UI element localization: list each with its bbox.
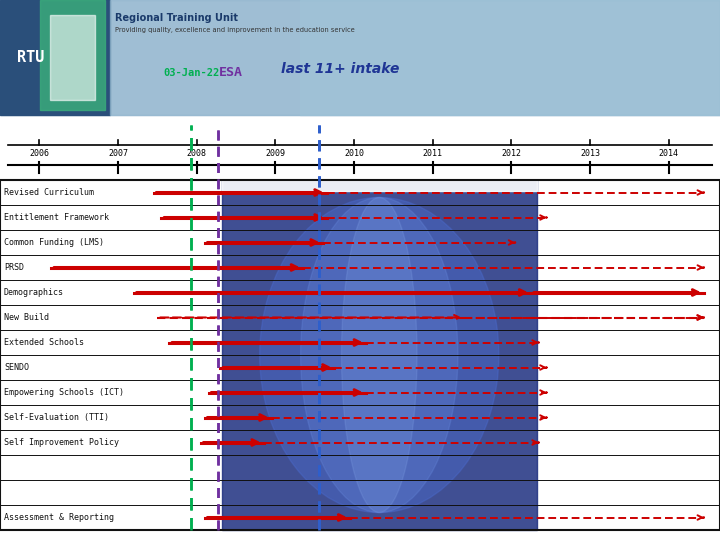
Text: New Build: New Build [4, 313, 49, 322]
Text: Demographics: Demographics [4, 288, 64, 297]
Ellipse shape [341, 198, 417, 512]
Text: Regional Training Unit: Regional Training Unit [115, 13, 238, 23]
Text: last 11+ intake: last 11+ intake [282, 62, 400, 76]
Bar [40, 0, 105, 110]
Text: ESA: ESA [220, 66, 243, 79]
Bar [0, 0, 110, 115]
Text: Revised Curriculum: Revised Curriculum [4, 188, 94, 197]
Ellipse shape [301, 198, 458, 512]
Text: Providing quality, excellence and improvement in the education service: Providing quality, excellence and improv… [115, 27, 355, 33]
Text: 03-Jan-22: 03-Jan-22 [163, 68, 220, 78]
Text: 2011: 2011 [423, 149, 443, 158]
Ellipse shape [260, 198, 499, 512]
Bar [300, 0, 720, 115]
Text: 2007: 2007 [108, 149, 128, 158]
Text: Common Funding (LMS): Common Funding (LMS) [4, 238, 104, 247]
Text: Self-Evaluation (TTI): Self-Evaluation (TTI) [4, 413, 109, 422]
Text: 2006: 2006 [30, 149, 50, 158]
Bar [110, 0, 720, 115]
Text: 2009: 2009 [266, 149, 285, 158]
Text: PRSD: PRSD [4, 263, 24, 272]
Bar [0, 180, 720, 530]
Bar [50, 15, 95, 100]
Text: RTU: RTU [17, 50, 45, 65]
Bar [222, 180, 536, 191]
Bar [222, 180, 536, 530]
Text: 2014: 2014 [659, 149, 679, 158]
Text: SENDO: SENDO [4, 363, 29, 372]
Text: 2010: 2010 [344, 149, 364, 158]
Text: 2012: 2012 [501, 149, 521, 158]
Text: Self Improvement Policy: Self Improvement Policy [4, 438, 119, 447]
Text: 2013: 2013 [580, 149, 600, 158]
Text: Empowering Schools (ICT): Empowering Schools (ICT) [4, 388, 124, 397]
Text: Assessment & Reporting: Assessment & Reporting [4, 513, 114, 522]
Text: Entitlement Framework: Entitlement Framework [4, 213, 109, 222]
Text: 2008: 2008 [186, 149, 207, 158]
Text: Extended Schools: Extended Schools [4, 338, 84, 347]
Bar [0, 0, 720, 115]
